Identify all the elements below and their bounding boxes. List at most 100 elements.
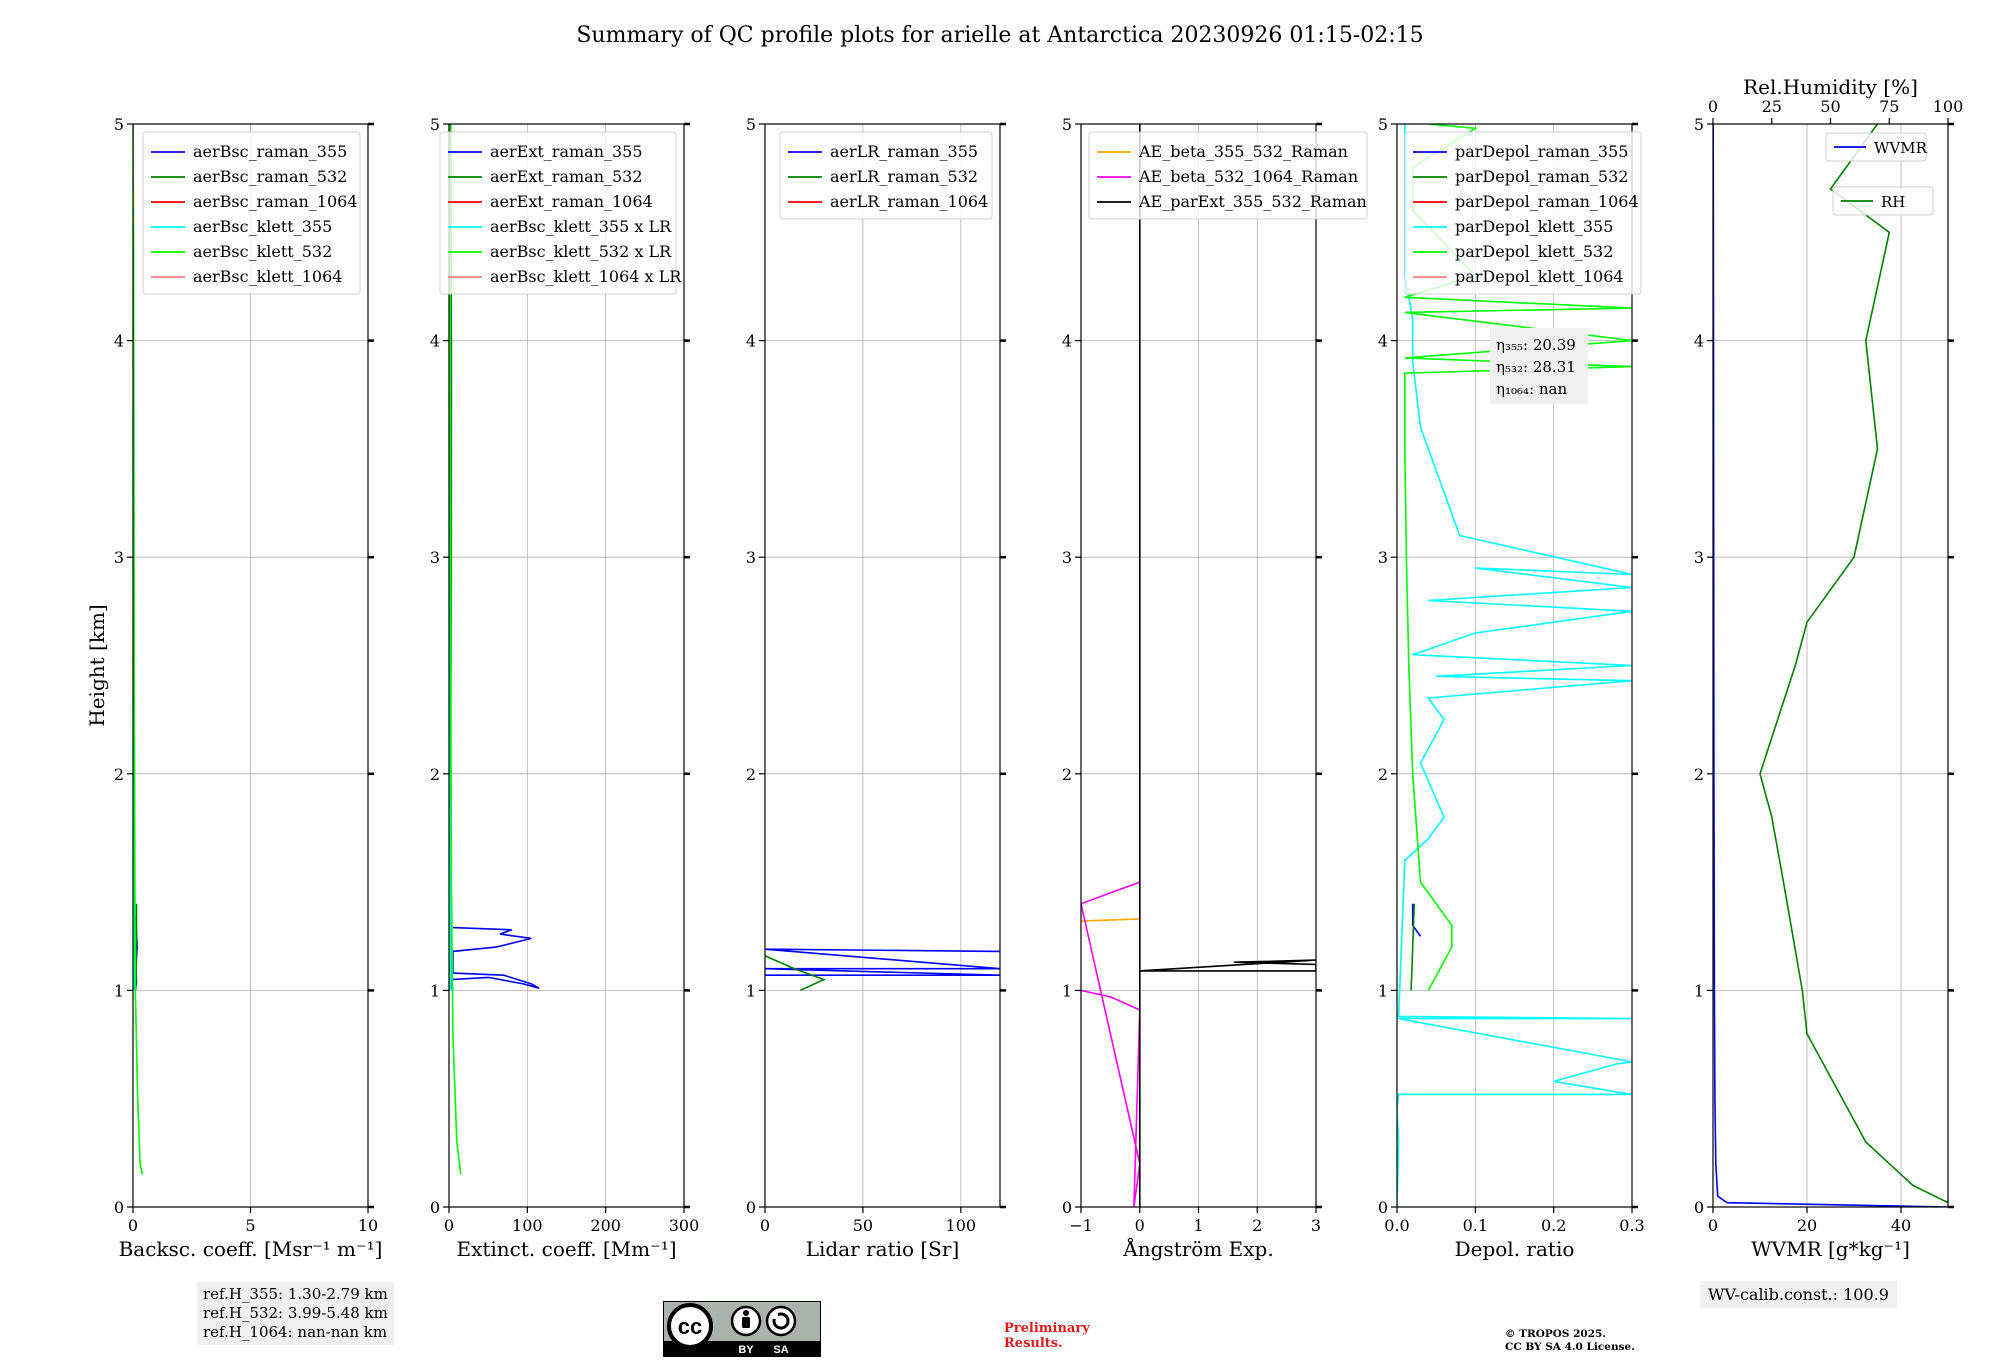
series-line	[1410, 903, 1415, 991]
legend-label: AE_beta_532_1064_Raman	[1138, 167, 1358, 186]
y-tick-label: 2	[746, 765, 756, 784]
ref-height-1064: ref.H_1064: nan-nan km	[203, 1323, 388, 1341]
y-tick-label: 1	[1694, 981, 1704, 1000]
y-tick-label: 4	[430, 332, 440, 351]
y-tick-label: 1	[1378, 981, 1388, 1000]
legend-box	[439, 131, 677, 295]
legend-label: parDepol_klett_355	[1455, 217, 1613, 236]
legend-label: parDepol_raman_532	[1455, 167, 1628, 186]
legend-label: aerLR_raman_532	[830, 167, 978, 186]
preliminary-line-1: Preliminary	[1004, 1321, 1090, 1336]
figure-title: Summary of QC profile plots for arielle …	[576, 23, 1423, 48]
legend-label: aerLR_raman_355	[830, 142, 978, 161]
x-tick-label: 10	[358, 1216, 378, 1235]
y-tick-label: 2	[1694, 765, 1704, 784]
by-label: BY	[738, 1344, 754, 1356]
plot-frame	[764, 123, 1001, 1208]
legend-label: aerBsc_klett_532	[193, 242, 332, 261]
legend-label: aerBsc_raman_1064	[193, 192, 358, 211]
preliminary-results-note: Preliminary Results.	[1004, 1321, 1090, 1351]
wv-calibration-box: WV-calib.const.: 100.9	[1700, 1281, 1897, 1308]
legend-rh: RH	[1832, 186, 1934, 216]
legend: aerLR_raman_355 aerLR_raman_532 aerLR_rama…	[779, 131, 993, 220]
y-tick-label: 0	[1062, 1198, 1072, 1217]
sa-label: SA	[773, 1344, 788, 1356]
panel-2: 0 1 2 3 4 5 0 100 200 300 Extinct. coeff. [Mm⁻¹] ae…	[430, 115, 699, 1261]
series-line	[1397, 124, 1632, 1207]
series-line	[765, 954, 826, 992]
x-tick-label: 0.0	[1384, 1216, 1409, 1235]
ref-height-532: ref.H_532: 3.99-5.48 km	[203, 1304, 388, 1322]
x-tick-label: 0.2	[1541, 1216, 1566, 1235]
y-tick-label: 2	[1378, 765, 1388, 784]
y-tick-label: 3	[430, 548, 440, 567]
series-line	[449, 926, 540, 991]
y-tick-label: 1	[430, 981, 440, 1000]
y-tick-label: 4	[1378, 332, 1388, 351]
y-tick-label: 0	[746, 1198, 756, 1217]
wv-calib-const: WV-calib.const.: 100.9	[1708, 1285, 1889, 1304]
y-tick-label: 1	[746, 981, 756, 1000]
x-tick-label: 0	[1135, 1216, 1145, 1235]
series-line	[449, 124, 462, 1175]
legend-box	[1832, 186, 1934, 216]
x-axis-label: Depol. ratio	[1455, 1237, 1575, 1261]
series-line	[1713, 124, 1948, 1207]
series-line	[1081, 918, 1140, 922]
legend-label: RH	[1881, 193, 1905, 211]
legend-label: aerBsc_klett_1064 x LR	[490, 267, 682, 286]
ref-height-355: ref.H_355: 1.30-2.79 km	[203, 1285, 388, 1303]
legend-wvmr: WVMR	[1825, 132, 1928, 162]
x-tick-label: 0	[760, 1216, 770, 1235]
legend-label: aerBsc_klett_355	[193, 217, 332, 236]
legend-label: aerExt_raman_355	[490, 142, 643, 161]
y-tick-label: 2	[114, 765, 124, 784]
legend-box	[1404, 131, 1642, 295]
x-tick-label: 0	[128, 1216, 138, 1235]
series-line	[1759, 124, 1948, 1204]
cc-by-sa-license-badge: cc BY SA	[663, 1301, 821, 1357]
y-tick-label: 5	[1062, 115, 1072, 134]
x-tick-label: 40	[1891, 1216, 1911, 1235]
copyright-line-1: © TROPOS 2025.	[1505, 1328, 1607, 1340]
y-tick-label: 0	[114, 1198, 124, 1217]
legend-label: aerBsc_klett_355 x LR	[490, 217, 672, 236]
x-tick-label: 100	[946, 1216, 977, 1235]
eta-annotation-line: η₅₃₂: 28.31	[1496, 358, 1576, 376]
copyright-line-2: CC BY SA 4.0 License.	[1505, 1341, 1635, 1353]
legend-label: aerBsc_klett_532 x LR	[490, 242, 672, 261]
x2-tick-label: 25	[1762, 97, 1782, 116]
legend-box	[779, 131, 993, 220]
plot-frame	[1396, 123, 1633, 1208]
eta-annotation-box	[1490, 328, 1588, 404]
legend-label: aerBsc_raman_355	[193, 142, 347, 161]
legend-label: parDepol_klett_1064	[1455, 267, 1624, 286]
legend-label: parDepol_raman_1064	[1455, 192, 1639, 211]
copyright-note: © TROPOS 2025. CC BY SA 4.0 License.	[1505, 1328, 1635, 1354]
x-tick-label: 1	[1193, 1216, 1203, 1235]
y-tick-label: 0	[430, 1198, 440, 1217]
cc-icon-text: cc	[678, 1314, 702, 1339]
x2-tick-label: 100	[1933, 97, 1964, 116]
y-tick-label: 0	[1694, 1198, 1704, 1217]
y-axis-label: Height [km]	[85, 604, 109, 726]
y-tick-label: 1	[1062, 981, 1072, 1000]
legend-box	[1825, 132, 1927, 162]
series-line	[1081, 881, 1141, 1207]
plot-frame	[448, 123, 685, 1208]
legend-box	[142, 131, 361, 295]
eta-annotation-line: η₁₀₆₄: nan	[1496, 380, 1567, 398]
x-tick-label: 50	[853, 1216, 873, 1235]
y-tick-label: 4	[1694, 332, 1704, 351]
legend-label: aerExt_raman_1064	[490, 192, 653, 211]
legend-label: WVMR	[1874, 139, 1928, 157]
by-icon	[730, 1305, 762, 1337]
y-tick-label: 4	[114, 332, 124, 351]
y-tick-label: 3	[1694, 548, 1704, 567]
legend-label: parDepol_klett_532	[1455, 242, 1613, 261]
y-tick-label: 2	[1062, 765, 1072, 784]
